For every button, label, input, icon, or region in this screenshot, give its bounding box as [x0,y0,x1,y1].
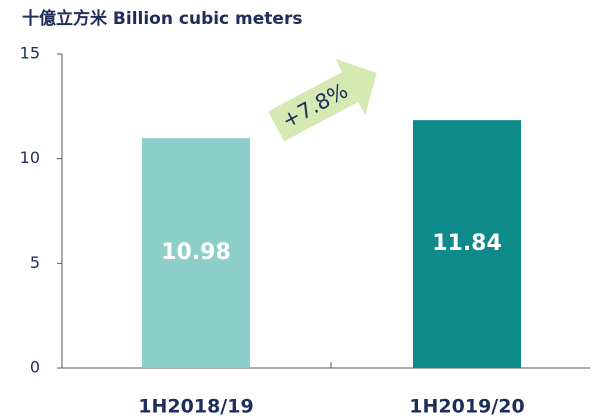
growth-arrow: +7.8% [268,58,377,142]
y-tick-label: 5 [30,253,40,272]
bar [142,138,250,368]
y-tick-label: 0 [30,358,40,377]
arrow-shape [268,58,377,142]
x-tick-label: 1H2018/19 [138,396,253,418]
chart-title: 十億立方米 Billion cubic meters [22,8,302,29]
y-tick-label: 15 [20,44,40,63]
y-tick-label: 10 [20,148,40,167]
bar [413,120,521,369]
value-label: 10.98 [161,240,231,265]
value-label: 11.84 [432,231,502,256]
x-tick-label: 1H2019/20 [409,396,524,418]
